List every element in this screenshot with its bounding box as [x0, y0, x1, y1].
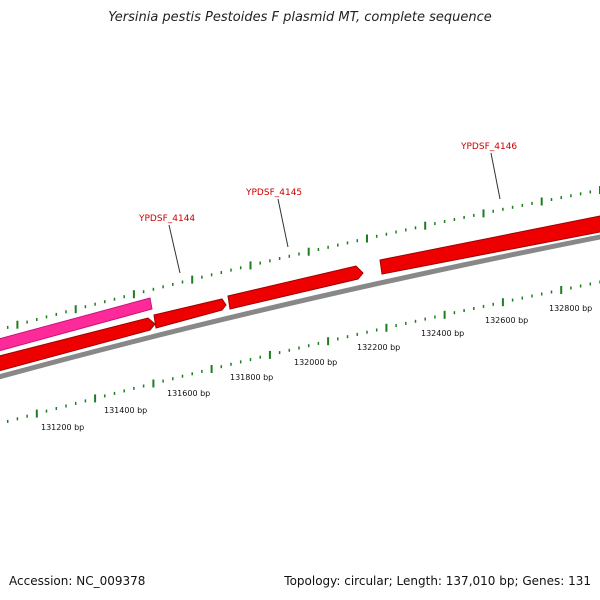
gene-arrow-left	[0, 317, 156, 372]
gene-label: YPDSF_4145	[245, 188, 302, 198]
bp-tick-label: 132000 bp	[294, 358, 337, 367]
gene-arrow-pink	[0, 297, 153, 352]
gene-label: YPDSF_4146	[460, 142, 517, 152]
bp-tick-label: 131200 bp	[41, 423, 84, 432]
gene-label-leader	[168, 224, 181, 274]
gene-label: YPDSF_4144	[138, 214, 195, 224]
bp-tick-label: 132200 bp	[357, 343, 400, 352]
bp-tick-label: 131400 bp	[104, 406, 147, 415]
gene-arrow-ypdsf-4144	[153, 298, 227, 329]
gene-arrow-ypdsf-4145	[227, 265, 364, 310]
bp-tick-label: 131600 bp	[167, 389, 210, 398]
map-title: Yersinia pestis Pestoides F plasmid MT, …	[108, 10, 492, 25]
sequence-summary: Topology: circular; Length: 137,010 bp; …	[284, 574, 591, 588]
accession-text: Accession: NC_009378	[9, 574, 146, 588]
outer-tick-row	[6, 186, 600, 329]
gene-label-leader	[490, 152, 501, 200]
sequence-backbone	[0, 234, 600, 380]
bp-tick-label: 132600 bp	[485, 316, 528, 325]
bp-tick-label: 131800 bp	[230, 373, 273, 382]
gene-arrow-ypdsf-4146	[379, 215, 600, 275]
inner-tick-row	[6, 280, 600, 423]
gene-label-leader	[277, 198, 289, 248]
bp-tick-label: 132400 bp	[421, 329, 464, 338]
bp-tick-label: 132800 bp	[549, 304, 592, 313]
